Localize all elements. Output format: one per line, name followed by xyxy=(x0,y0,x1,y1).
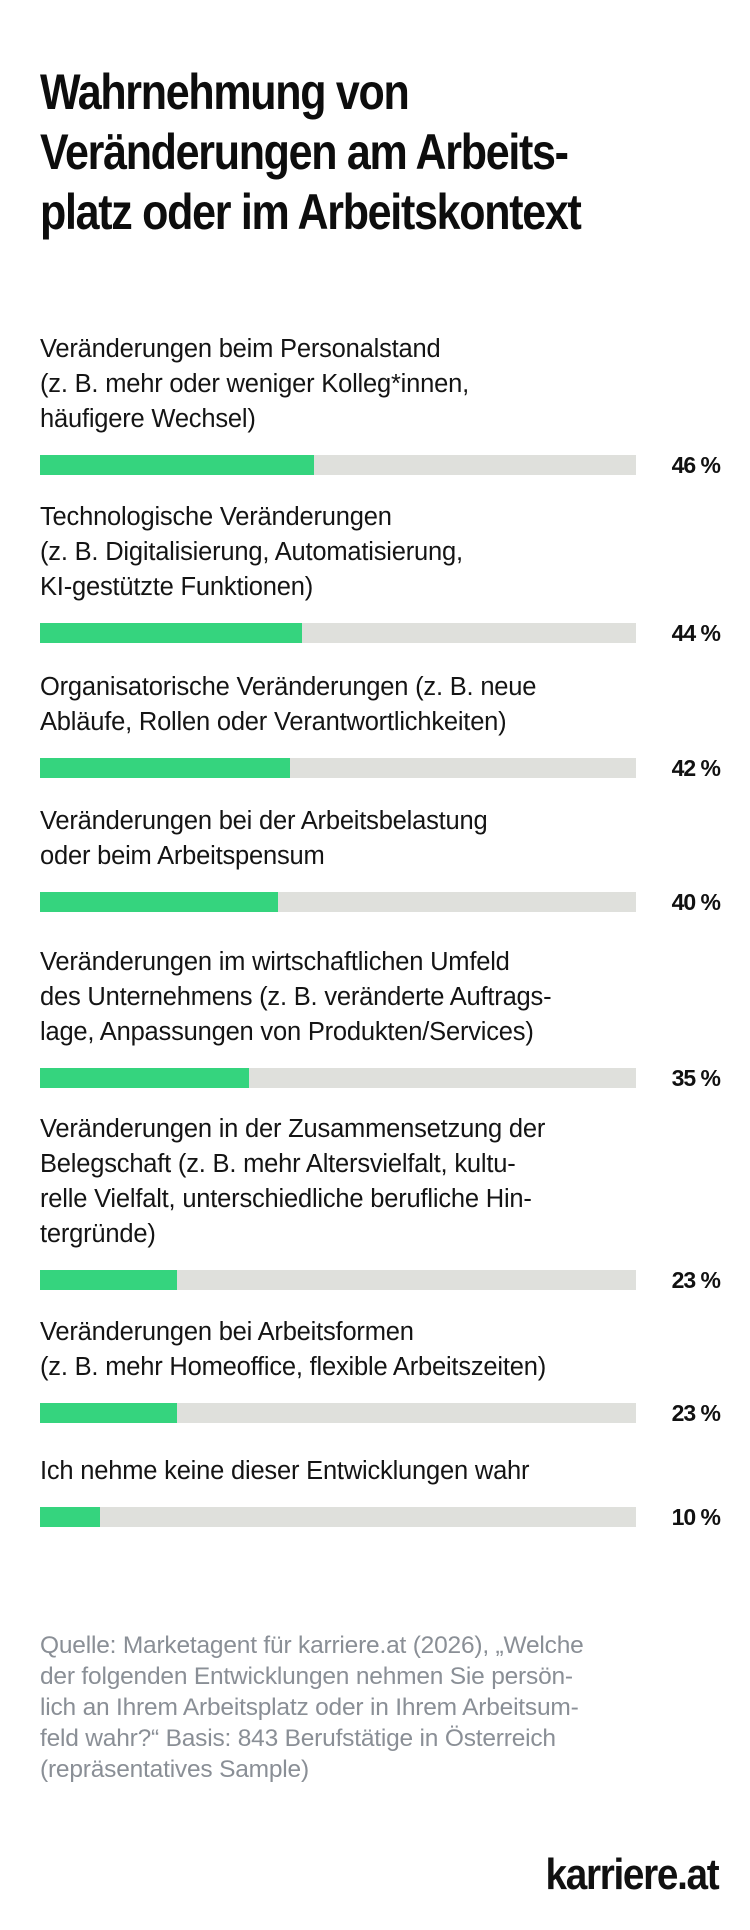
bar-category-label-line: Veränderungen beim Personalstand xyxy=(40,335,441,363)
bar-track xyxy=(40,892,636,912)
source-note: Quelle: Marketagent für karriere.at (202… xyxy=(40,1630,720,1785)
source-line: lich an Ihrem Arbeitsplatz oder in Ihrem… xyxy=(40,1694,579,1721)
bar-category-label-line: Veränderungen bei der Arbeitsbelastung xyxy=(40,807,488,835)
bar-category-label-line: des Unternehmens (z. B. veränderte Auftr… xyxy=(40,983,552,1011)
bar-value-label: 46 % xyxy=(671,452,721,478)
bar-value-label: 10 % xyxy=(671,1504,721,1530)
bar-value-label: 23 % xyxy=(671,1400,721,1426)
bar-category-label-line: Ich nehme keine dieser Entwicklungen wah… xyxy=(40,1457,530,1485)
bar-track xyxy=(40,623,636,643)
bar-category-label-line: KI-gestützte Funktionen) xyxy=(40,573,314,601)
bar-category-label-line: Veränderungen in der Zusammensetzung der xyxy=(40,1115,546,1143)
bar xyxy=(40,1403,178,1423)
bar-value-label: 23 % xyxy=(671,1267,721,1293)
bar-category-label-line: oder beim Arbeitspensum xyxy=(40,842,325,870)
bar-track xyxy=(40,455,636,475)
chart-title: Wahrnehmung von Veränderungen am Arbeits… xyxy=(40,62,702,242)
bar-category-label-line: Belegschaft (z. B. mehr Altersvielfalt, … xyxy=(40,1150,516,1178)
bar xyxy=(40,758,291,778)
karriere-logo: karriere.at xyxy=(545,1850,719,1899)
bar-category-label-line: Technologische Veränderungen xyxy=(40,503,392,531)
source-line: feld wahr?“ Basis: 843 Berufstätige in Ö… xyxy=(40,1725,556,1752)
bar-category-label: Veränderungen bei der Arbeitsbelastung od… xyxy=(40,804,650,874)
source-line: der folgenden Entwicklungen nehmen Sie p… xyxy=(40,1663,573,1690)
bar-category-label: Ich nehme keine dieser Entwicklungen wah… xyxy=(40,1454,650,1489)
bar-value-label: 40 % xyxy=(671,889,721,915)
bar-category-label-line: relle Vielfalt, unterschiedliche berufli… xyxy=(40,1185,532,1213)
bar-category-label: Organisatorische Veränderungen (z. B. ne… xyxy=(40,670,650,740)
bar-category-label-line: tergründe) xyxy=(40,1220,156,1248)
chart-title-line: platz oder im Arbeitskontext xyxy=(40,184,582,240)
bar-category-label: Veränderungen in der Zusammensetzung der… xyxy=(40,1112,650,1252)
bar-value-label: 35 % xyxy=(671,1065,721,1091)
bar-category-label-line: Abläufe, Rollen oder Verantwortlichkeite… xyxy=(40,708,507,736)
bar xyxy=(40,1507,100,1527)
bar xyxy=(40,892,279,912)
bar-category-label-line: häufigere Wechsel) xyxy=(40,405,256,433)
chart-title-line: Veränderungen am Arbeits- xyxy=(40,124,569,180)
bar-category-label-line: Organisatorische Veränderungen (z. B. ne… xyxy=(40,673,537,701)
bar-category-label-line: (z. B. Digitalisierung, Automatisierung, xyxy=(40,538,463,566)
bar-value-label: 42 % xyxy=(671,755,721,781)
bar-track xyxy=(40,758,636,778)
bar-track xyxy=(40,1270,636,1290)
bar xyxy=(40,455,315,475)
bar-track xyxy=(40,1068,636,1088)
bar-category-label: Technologische Veränderungen (z. B. Digit… xyxy=(40,500,650,605)
bar-value-label: 44 % xyxy=(671,620,721,646)
bar-category-label-line: lage, Anpassungen von Produkten/Services… xyxy=(40,1018,534,1046)
bar-category-label: Veränderungen im wirtschaftlichen Umfeld… xyxy=(40,945,650,1050)
bar-track xyxy=(40,1403,636,1423)
bar-category-label: Veränderungen beim Personalstand (z. B. m… xyxy=(40,332,650,437)
bar-category-label-line: Veränderungen im wirtschaftlichen Umfeld xyxy=(40,948,510,976)
source-line: Quelle: Marketagent für karriere.at (202… xyxy=(40,1632,584,1659)
bar xyxy=(40,1068,249,1088)
chart-title-line: Wahrnehmung von xyxy=(40,64,410,120)
bar xyxy=(40,623,303,643)
bar-track xyxy=(40,1507,636,1527)
bar-category-label-line: (z. B. mehr Homeoffice, flexible Arbeits… xyxy=(40,1353,547,1381)
bar-category-label-line: Veränderungen bei Arbeitsformen xyxy=(40,1318,414,1346)
source-line: (repräsentatives Sample) xyxy=(40,1756,309,1783)
bar-category-label-line: (z. B. mehr oder weniger Kolleg*innen, xyxy=(40,370,469,398)
bar-category-label: Veränderungen bei Arbeitsformen (z. B. me… xyxy=(40,1315,650,1385)
bar xyxy=(40,1270,178,1290)
